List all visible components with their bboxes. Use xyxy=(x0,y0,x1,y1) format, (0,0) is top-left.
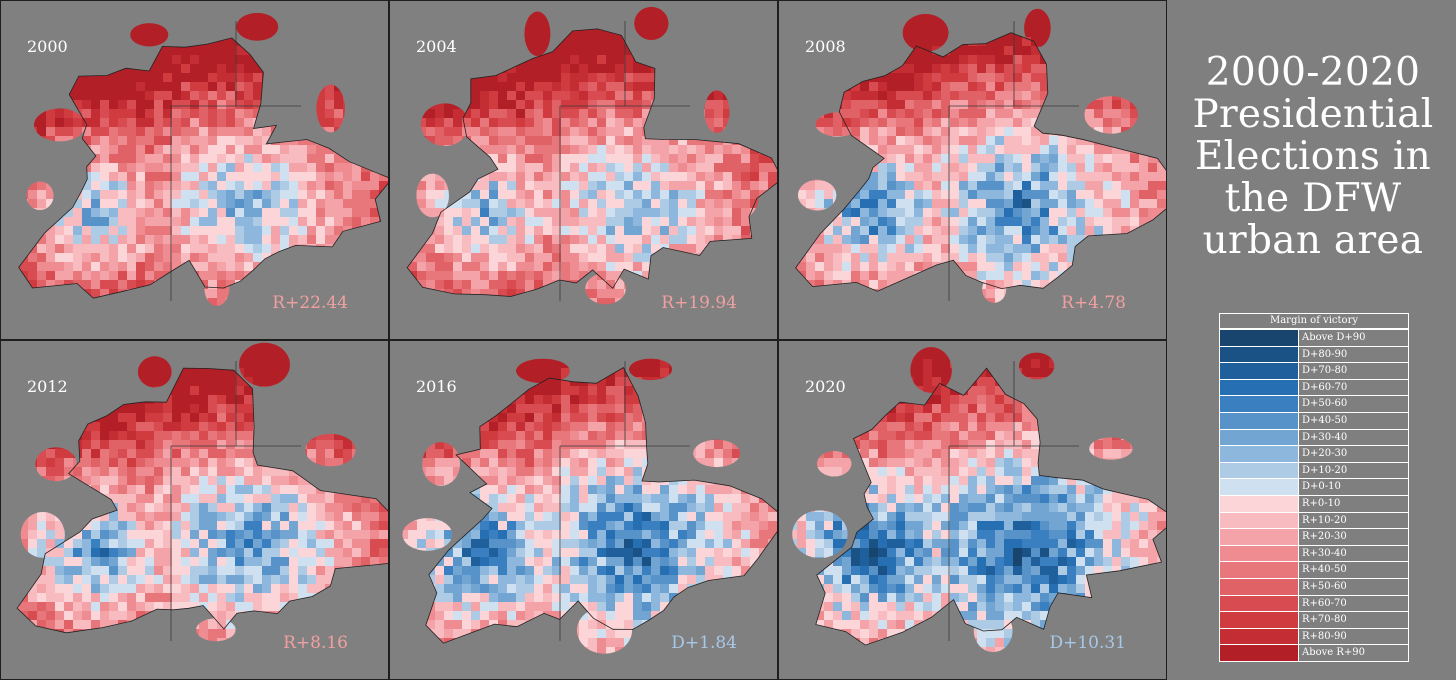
legend-item: R+50-60 xyxy=(1220,577,1408,595)
urban-area-outline xyxy=(815,367,1166,646)
legend-swatch xyxy=(1220,446,1299,462)
legend-swatch xyxy=(1220,512,1299,529)
legend-label: D+70-80 xyxy=(1302,365,1348,377)
legend-swatch xyxy=(1220,363,1299,379)
legend-item: D+20-30 xyxy=(1220,445,1408,462)
panel-margin: R+22.44 xyxy=(272,293,348,313)
map-panel: 2012 R+8.16 xyxy=(0,340,389,680)
legend-label: R+70-80 xyxy=(1302,614,1347,626)
precinct-map xyxy=(795,8,1166,303)
legend-swatch xyxy=(1220,595,1299,612)
panel-margin: R+4.78 xyxy=(1061,293,1126,313)
legend-swatch xyxy=(1220,529,1299,545)
map-panel: 2000 R+22.44 xyxy=(0,0,389,340)
legend-item: R+80-90 xyxy=(1220,627,1408,645)
legend-item: R+0-10 xyxy=(1220,494,1408,512)
urban-area-outline xyxy=(16,367,388,634)
chart-title: 2000-2020 Presidential Elections in the … xyxy=(1170,50,1456,264)
title-line-1: 2000-2020 xyxy=(1205,50,1421,95)
legend-swatch xyxy=(1220,462,1299,479)
legend-item: D+80-90 xyxy=(1220,345,1408,363)
precinct-map xyxy=(792,347,1166,653)
legend-swatch xyxy=(1220,628,1299,645)
legend-swatch xyxy=(1220,545,1299,562)
legend-label: R+20-30 xyxy=(1302,531,1347,543)
panel-year: 2004 xyxy=(416,37,457,56)
title-line-2: Presidential xyxy=(1192,92,1434,138)
legend-swatch xyxy=(1220,412,1299,429)
panel-margin: R+19.94 xyxy=(661,293,737,313)
legend-item: D+10-20 xyxy=(1220,461,1408,479)
legend-item: Above R+90 xyxy=(1220,644,1408,661)
panel-year: 2020 xyxy=(805,377,846,396)
legend-item: D+60-70 xyxy=(1220,378,1408,396)
legend-item: R+30-40 xyxy=(1220,544,1408,562)
urban-area-outline xyxy=(795,32,1166,292)
panel-margin: D+1.84 xyxy=(671,633,737,653)
legend-label: Above D+90 xyxy=(1302,332,1366,343)
panel-margin: R+8.16 xyxy=(283,633,348,653)
legend-item: R+40-50 xyxy=(1220,561,1408,578)
urban-area-outline xyxy=(18,37,388,299)
panel-year: 2016 xyxy=(416,377,457,396)
legend-label: D+10-20 xyxy=(1302,464,1348,476)
map-panel: 2004 R+19.94 xyxy=(389,0,778,340)
legend-item: R+20-30 xyxy=(1220,528,1408,545)
legend-item: Above D+90 xyxy=(1220,329,1408,346)
legend: Margin of victory Above D+90 D+80-90 D+70-… xyxy=(1219,313,1409,662)
legend-label: R+30-40 xyxy=(1302,547,1347,559)
legend-title: Margin of victory xyxy=(1220,314,1408,329)
legend-swatch xyxy=(1220,612,1299,628)
panel-margin: D+10.31 xyxy=(1049,633,1126,653)
precinct-map xyxy=(18,12,388,306)
legend-label: D+20-30 xyxy=(1302,448,1348,460)
map-panel: 2008 R+4.78 xyxy=(778,0,1167,340)
legend-item: D+0-10 xyxy=(1220,478,1408,495)
precinct-map xyxy=(16,342,388,642)
legend-item: D+30-40 xyxy=(1220,428,1408,446)
legend-label: D+40-50 xyxy=(1302,414,1348,426)
panel-year: 2008 xyxy=(805,37,846,56)
legend-label: D+30-40 xyxy=(1302,431,1348,443)
legend-label: R+10-20 xyxy=(1302,514,1347,526)
legend-swatch xyxy=(1220,562,1299,578)
legend-label: R+80-90 xyxy=(1302,630,1347,642)
legend-item: R+60-70 xyxy=(1220,594,1408,612)
legend-swatch xyxy=(1220,379,1299,396)
legend-swatch xyxy=(1220,495,1299,512)
legend-label: Above R+90 xyxy=(1302,647,1366,659)
panel-year: 2000 xyxy=(27,37,68,56)
map-panel: 2020 D+10.31 xyxy=(778,340,1167,680)
legend-swatch xyxy=(1220,396,1299,412)
legend-item: D+40-50 xyxy=(1220,411,1408,429)
precinct-map xyxy=(402,358,777,654)
legend-swatch xyxy=(1220,330,1299,346)
legend-swatch xyxy=(1220,645,1299,661)
legend-item: R+10-20 xyxy=(1220,511,1408,529)
panel-year: 2012 xyxy=(27,377,68,396)
title-line-4: the DFW xyxy=(1224,176,1402,222)
legend-label: D+60-70 xyxy=(1302,381,1348,393)
legend-item: R+70-80 xyxy=(1220,611,1408,628)
legend-label: D+0-10 xyxy=(1302,481,1341,493)
legend-label: R+40-50 xyxy=(1302,564,1347,576)
map-panel: 2016 D+1.84 xyxy=(389,340,778,680)
legend-swatch xyxy=(1220,429,1299,446)
urban-area-outline xyxy=(425,367,777,644)
legend-swatch xyxy=(1220,578,1299,595)
legend-item: D+50-60 xyxy=(1220,395,1408,412)
legend-item: D+70-80 xyxy=(1220,362,1408,379)
legend-label: R+0-10 xyxy=(1302,497,1341,509)
title-line-3: Elections in xyxy=(1194,134,1432,180)
legend-label: R+60-70 xyxy=(1302,597,1347,609)
precinct-map xyxy=(406,6,777,305)
legend-label: R+50-60 xyxy=(1302,580,1347,592)
urban-area-outline xyxy=(406,28,777,297)
map-grid: 2000 R+22.44 2004 R+19.94 2008 R+4.78 2012 R+8.… xyxy=(0,0,1167,680)
legend-swatch xyxy=(1220,479,1299,495)
legend-label: D+80-90 xyxy=(1302,348,1348,360)
title-line-5: urban area xyxy=(1202,218,1424,264)
legend-label: D+50-60 xyxy=(1302,398,1348,410)
legend-swatch xyxy=(1220,346,1299,363)
